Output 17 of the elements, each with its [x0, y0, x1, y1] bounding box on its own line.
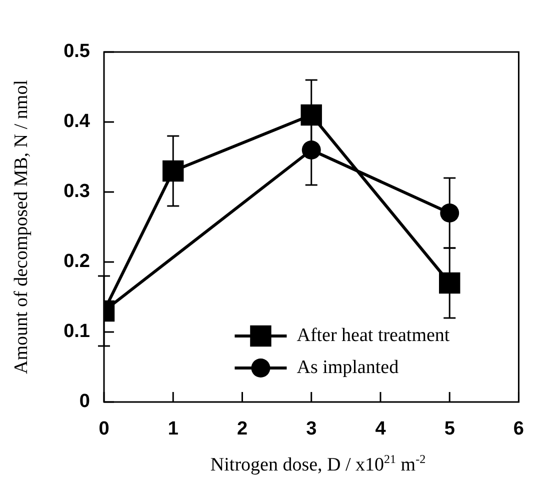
- x-axis-title: Nitrogen dose, D / x10$^{21}$ m$^{-2}$: [209, 452, 427, 476]
- x-tick-label: 2: [236, 418, 248, 440]
- y-tick-label: 0: [79, 391, 90, 412]
- legend-label: As implanted: [296, 356, 400, 378]
- x-tick-label: 4: [375, 418, 386, 440]
- y-tick-label: 0.5: [64, 41, 90, 62]
- y-axis-title: Amount of decomposed MB, N / nmol: [11, 80, 33, 374]
- x-tick-label: 5: [444, 418, 456, 440]
- x-tick-label: 6: [513, 418, 524, 440]
- y-tick-label: 0.4: [64, 111, 90, 132]
- x-tick-label: 3: [306, 418, 317, 440]
- x-tick-label: 1: [168, 418, 179, 440]
- y-tick-label: 0.1: [64, 321, 90, 342]
- legend-label: After heat treatment: [296, 324, 450, 346]
- y-tick-label: 0.3: [64, 181, 90, 202]
- y-tick-label: 0.2: [64, 251, 90, 272]
- x-tick-label: 0: [98, 418, 110, 440]
